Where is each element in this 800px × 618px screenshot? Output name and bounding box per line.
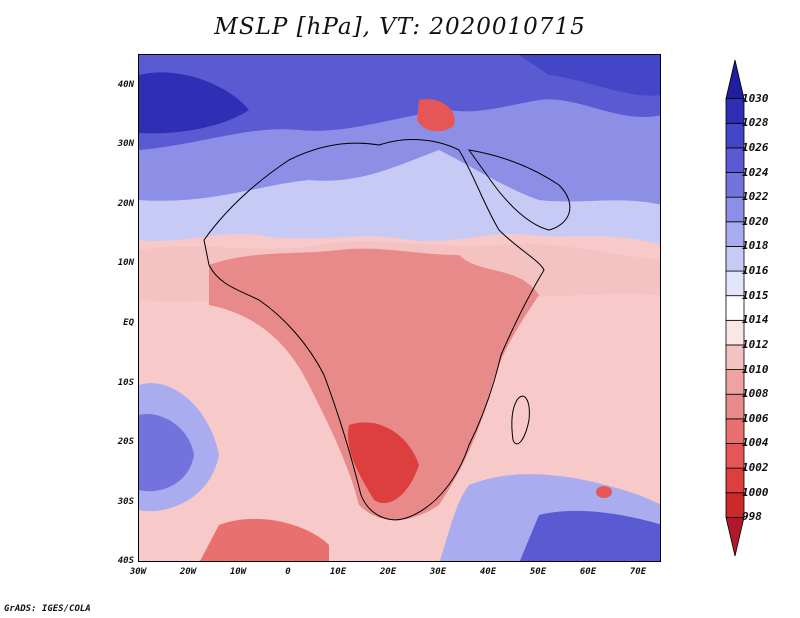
south-atlantic-high-core — [139, 414, 194, 492]
colorbar — [725, 59, 745, 557]
lat-label: 40N — [117, 80, 134, 90]
lat-label: 40S — [117, 556, 134, 566]
lon-label: 30E — [429, 567, 447, 577]
cyprus-low — [417, 99, 455, 132]
map-title: MSLP [hPa], VT: 2020010715 — [214, 14, 586, 40]
atlantic-high — [139, 72, 249, 134]
lat-label: 10S — [117, 378, 134, 388]
colorbar-level-label: 1010 — [742, 362, 769, 376]
colorbar-level-label: 1030 — [742, 91, 769, 105]
colorbar-level-label: 1014 — [742, 313, 769, 327]
mslp-map — [138, 54, 661, 562]
colorbar-level-label: 1018 — [742, 239, 769, 253]
colorbar-level-label: 1016 — [742, 264, 769, 278]
colorbar-level-label: 1006 — [742, 411, 769, 425]
colorbar-level-label: 1022 — [742, 190, 769, 204]
colorbar-level-label: 1002 — [742, 461, 769, 475]
lon-label: 20E — [379, 567, 397, 577]
colorbar-level-label: 1004 — [742, 436, 769, 450]
lon-label: 60E — [579, 567, 597, 577]
colorbar-swatch — [725, 59, 745, 100]
colorbar-level-label: 1015 — [742, 288, 769, 302]
colorbar-level-label: 1008 — [742, 387, 769, 401]
colorbar-level-label: 1000 — [742, 485, 769, 499]
lon-label: 70E — [629, 567, 647, 577]
madagascar-coastline — [511, 395, 530, 445]
asia-high — [519, 55, 660, 96]
colorbar-level-label: 998 — [742, 510, 762, 524]
colorbar-level-label: 1020 — [742, 214, 769, 228]
lon-label: 10W — [229, 567, 247, 577]
colorbar-level-label: 1026 — [742, 140, 769, 154]
colorbar-level-label: 1028 — [742, 116, 769, 130]
africa-coastline — [203, 139, 545, 521]
lon-label: 40E — [479, 567, 497, 577]
south-indian-high-core — [519, 510, 660, 561]
lon-label: 10E — [329, 567, 347, 577]
lon-label: 20W — [179, 567, 197, 577]
grads-credit: GrADS: IGES/COLA — [4, 604, 91, 614]
lat-label: 30N — [117, 139, 134, 149]
north-band-1026 — [139, 55, 660, 150]
southern-low — [200, 518, 329, 561]
lon-label: 30W — [129, 567, 147, 577]
colorbar-level-label: 1012 — [742, 337, 769, 351]
lat-label: EQ — [123, 318, 134, 328]
lon-label: 50E — [529, 567, 547, 577]
colorbar-level-label: 1024 — [742, 165, 769, 179]
lon-label: 0 — [285, 567, 291, 577]
lat-label: 20S — [117, 437, 134, 447]
lat-label: 20N — [117, 199, 134, 209]
kalahari-low — [348, 422, 419, 504]
lat-label: 10N — [117, 258, 134, 268]
arabia-coastline — [467, 149, 571, 231]
indian-ocean-low — [596, 486, 612, 498]
lat-label: 30S — [117, 497, 134, 507]
africa-low — [209, 248, 539, 520]
